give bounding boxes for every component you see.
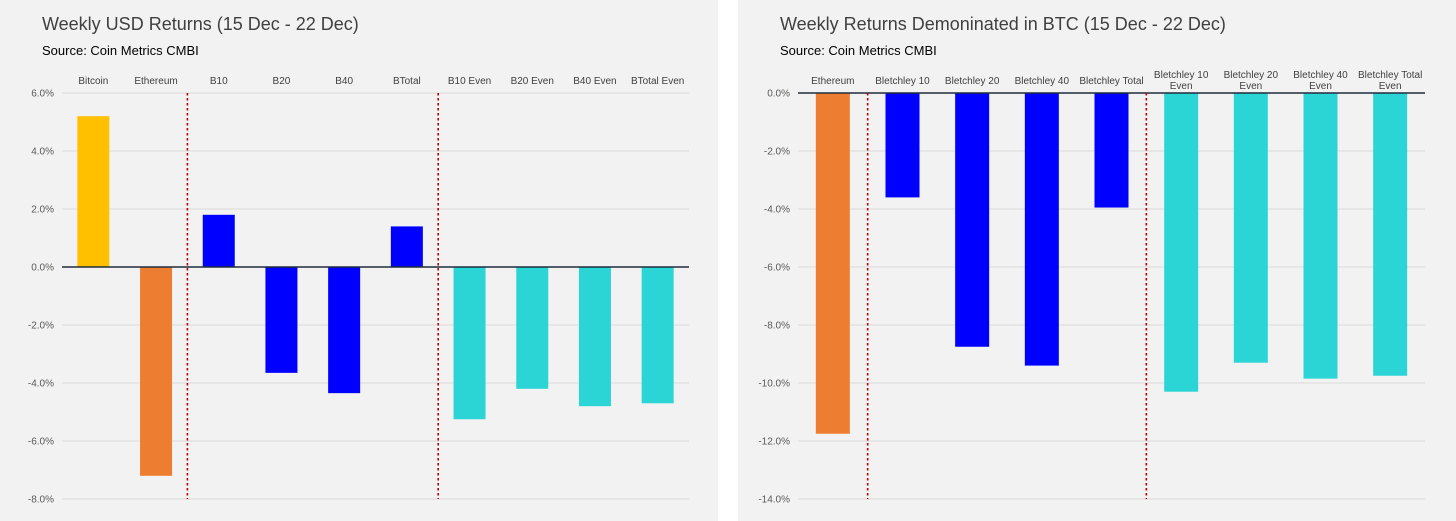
category-label: B10 Even	[448, 76, 491, 87]
category-label: Bletchley 10 Even	[1154, 70, 1209, 92]
bar	[516, 267, 549, 389]
category-label: B20	[273, 76, 291, 87]
bar	[1164, 93, 1199, 392]
chart-title: Weekly Returns Demoninated in BTC (15 De…	[780, 14, 1226, 34]
bar	[641, 267, 674, 404]
category-label: Bitcoin	[78, 76, 108, 87]
category-label: Bletchley 40	[1015, 76, 1070, 87]
bar	[955, 93, 990, 347]
y-tick-label: 6.0%	[31, 89, 54, 100]
category-label: Bletchley 20 Even	[1224, 70, 1279, 92]
y-tick-label: -12.0%	[758, 437, 790, 448]
bar	[1233, 93, 1268, 363]
bar	[578, 267, 611, 407]
bar	[1373, 93, 1408, 376]
category-label: B20 Even	[511, 76, 554, 87]
y-tick-label: -14.0%	[758, 495, 790, 506]
y-tick-label: 2.0%	[31, 205, 54, 216]
y-tick-label: -6.0%	[764, 263, 790, 274]
y-tick-label: 4.0%	[31, 147, 54, 158]
bar	[77, 116, 110, 267]
y-tick-label: -4.0%	[764, 205, 790, 216]
y-tick-label: 0.0%	[31, 263, 54, 274]
bar	[885, 93, 920, 198]
y-tick-label: -10.0%	[758, 379, 790, 390]
y-tick-label: -8.0%	[28, 495, 54, 506]
bar	[328, 267, 361, 394]
bar	[1303, 93, 1338, 379]
bar	[453, 267, 486, 420]
chart-title: Weekly USD Returns (15 Dec - 22 Dec)	[42, 14, 359, 34]
chart-subtitle: Source: Coin Metrics CMBI	[42, 43, 199, 58]
category-label: Bletchley 20	[945, 76, 1000, 87]
y-tick-label: -2.0%	[764, 147, 790, 158]
bar	[265, 267, 298, 373]
category-label: B40 Even	[573, 76, 616, 87]
category-label: BTotal	[393, 76, 421, 87]
btc-returns-chart: 0.0% -2.0% -4.0% -6.0% -8.0% -10.0% -12.0% -14.…	[758, 70, 1425, 506]
usd-returns-panel: Weekly USD Returns (15 Dec - 22 Dec) Sou…	[0, 0, 718, 521]
category-label: BTotal Even	[631, 76, 684, 87]
category-label: Bletchley 40 Even	[1293, 70, 1348, 92]
y-tick-label: -6.0%	[28, 437, 54, 448]
category-label: B40	[335, 76, 353, 87]
y-tick-label: -8.0%	[764, 321, 790, 332]
usd-returns-chart: 6.0% 4.0% 2.0% 0.0% -2.0% -4.0% -6.0% -8.0% Bitc…	[28, 76, 689, 506]
bar	[140, 267, 173, 476]
category-label: Bletchley Total	[1079, 76, 1143, 87]
bar	[202, 214, 235, 267]
category-label: Ethereum	[811, 76, 854, 87]
bar	[815, 93, 850, 434]
y-tick-label: 0.0%	[767, 89, 790, 100]
category-label: Bletchley Total Even	[1358, 70, 1422, 92]
y-tick-label: -4.0%	[28, 379, 54, 390]
bar	[1094, 93, 1129, 208]
bar	[1024, 93, 1059, 366]
y-tick-label: -2.0%	[28, 321, 54, 332]
btc-returns-panel: Weekly Returns Demoninated in BTC (15 De…	[738, 0, 1456, 521]
bar	[390, 226, 423, 267]
category-label: Bletchley 10	[875, 76, 930, 87]
chart-subtitle: Source: Coin Metrics CMBI	[780, 43, 937, 58]
category-label: B10	[210, 76, 228, 87]
category-label: Ethereum	[134, 76, 177, 87]
